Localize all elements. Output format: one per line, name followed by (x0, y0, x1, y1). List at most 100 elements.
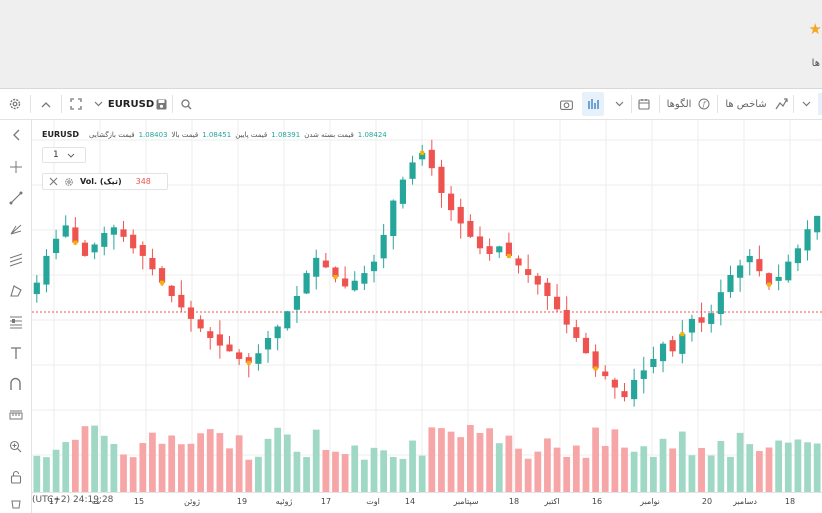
candle-body[interactable] (62, 225, 69, 237)
fib-retracement-icon[interactable] (0, 311, 31, 333)
candle-body[interactable] (457, 206, 464, 224)
candle-body[interactable] (168, 285, 175, 296)
candle-body[interactable] (53, 238, 60, 254)
candle-body[interactable] (669, 340, 676, 352)
save-icon[interactable] (153, 89, 169, 119)
time-axis[interactable]: 17 مه 15 ژوئن 19 ژوئیه 17 اوت 14 سپتامبر… (32, 492, 822, 513)
trash-icon[interactable] (0, 493, 31, 513)
candle-body[interactable] (544, 282, 551, 296)
candle-body[interactable] (621, 391, 628, 398)
candle-body[interactable] (313, 257, 320, 277)
measure-ruler-icon[interactable] (0, 404, 31, 426)
candle-body[interactable] (602, 371, 609, 377)
candle-body[interactable] (496, 246, 503, 253)
candle-body[interactable] (756, 259, 763, 272)
symbol-label[interactable]: EURUSD (107, 98, 155, 110)
indicators-fx-icon[interactable] (772, 89, 790, 119)
candle-body[interactable] (43, 255, 50, 285)
candle-body[interactable] (467, 220, 474, 237)
candle-body[interactable] (245, 357, 252, 363)
candle-body[interactable] (765, 273, 773, 285)
candle-body[interactable] (717, 292, 724, 314)
candle-body[interactable] (794, 248, 801, 264)
candle-body[interactable] (322, 260, 329, 268)
candle-body[interactable] (515, 258, 522, 266)
candle-body[interactable] (409, 162, 416, 179)
pattern-marker[interactable] (593, 366, 598, 371)
candle-body[interactable] (207, 331, 214, 338)
candle-body[interactable] (419, 152, 426, 160)
candle-body[interactable] (428, 149, 435, 169)
patterns-function-icon[interactable]: f (696, 89, 712, 119)
candle-body[interactable] (342, 278, 349, 287)
candle-body[interactable] (399, 179, 406, 204)
candle-body[interactable] (361, 273, 368, 284)
candle-body[interactable] (264, 337, 272, 350)
candle-body[interactable] (775, 276, 782, 281)
candle-body[interactable] (563, 309, 570, 325)
candle-body[interactable] (284, 311, 291, 329)
candle-body[interactable] (390, 200, 397, 237)
candle-body[interactable] (679, 334, 686, 354)
chart-type-chevron-icon[interactable] (610, 89, 628, 119)
candle-body[interactable] (582, 337, 590, 354)
candlestick-chart[interactable] (32, 120, 822, 492)
pattern-marker[interactable] (506, 253, 511, 258)
indicator-settings-icon[interactable] (64, 177, 74, 187)
text-tool-icon[interactable] (0, 342, 31, 364)
search-icon[interactable] (176, 89, 196, 119)
candle-body[interactable] (534, 275, 541, 285)
candle-body[interactable] (438, 166, 445, 193)
pattern-marker[interactable] (246, 360, 251, 365)
pattern-marker[interactable] (160, 280, 165, 285)
candle-body[interactable] (110, 227, 117, 235)
candle-body[interactable] (553, 296, 561, 310)
candle-body[interactable] (139, 245, 146, 256)
candle-body[interactable] (72, 227, 79, 243)
candle-body[interactable] (814, 215, 821, 233)
candle-body[interactable] (293, 295, 301, 310)
candle-body[interactable] (178, 294, 185, 308)
candle-body[interactable] (737, 265, 744, 278)
candle-body[interactable] (332, 267, 339, 277)
candle-body[interactable] (33, 282, 40, 295)
collapse-up-icon[interactable] (36, 89, 56, 119)
candle-body[interactable] (708, 313, 715, 324)
candle-body[interactable] (303, 273, 310, 294)
patterns-button-label[interactable]: الگوها (666, 98, 692, 110)
symbol-dropdown-chevron-icon[interactable] (90, 89, 106, 119)
calendar-compare-icon[interactable] (634, 89, 654, 119)
candle-body[interactable] (785, 261, 792, 281)
candle-body[interactable] (197, 319, 204, 329)
chart-type-bars-icon[interactable] (582, 92, 604, 116)
interval-selector[interactable]: 1 (42, 147, 86, 163)
crosshair-icon[interactable] (0, 156, 31, 178)
timezone-clock[interactable]: (UTC+2) 24:19:28 (32, 495, 114, 505)
pattern-marker[interactable] (767, 282, 772, 287)
pattern-marker[interactable] (333, 274, 338, 279)
settings-gear-icon[interactable] (4, 89, 26, 119)
candle-body[interactable] (727, 275, 734, 292)
candle-body[interactable] (149, 257, 156, 270)
pattern-marker[interactable] (680, 332, 685, 337)
candle-body[interactable] (573, 327, 580, 338)
candle-body[interactable] (380, 234, 387, 259)
screenshot-camera-icon[interactable] (556, 89, 576, 119)
candle-body[interactable] (158, 268, 166, 283)
lock-drawings-icon[interactable] (0, 466, 31, 488)
candle-body[interactable] (91, 244, 98, 253)
candle-body[interactable] (592, 351, 599, 369)
candle-body[interactable] (631, 379, 638, 400)
candle-body[interactable] (688, 318, 696, 333)
candle-body[interactable] (236, 352, 243, 359)
collapse-sidebar-chevron-icon[interactable] (0, 124, 31, 146)
pitchfork-icon[interactable] (0, 218, 31, 240)
favorite-star-icon[interactable]: ★ (808, 20, 822, 38)
candle-body[interactable] (370, 261, 378, 272)
candle-body[interactable] (659, 343, 667, 362)
indicators-button-label[interactable]: شاخص ها (725, 98, 767, 110)
candle-body[interactable] (120, 229, 127, 237)
candle-body[interactable] (611, 379, 618, 388)
candle-body[interactable] (255, 353, 262, 364)
price-plot-area[interactable]: EURUSD قیمت بازگشایی 1.08403 قیمت بالا 1… (32, 120, 822, 492)
